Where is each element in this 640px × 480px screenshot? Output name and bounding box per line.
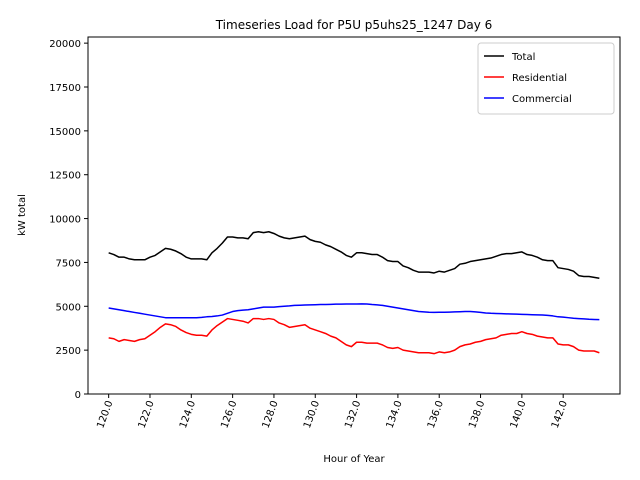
x-tick-label: 134.0 [385, 399, 405, 430]
chart-title: Timeseries Load for P5U p5uhs25_1247 Day… [215, 18, 493, 32]
y-tick-label: 12500 [49, 171, 81, 182]
y-tick-label: 5000 [56, 302, 81, 313]
series-line-total [108, 230, 600, 279]
y-tick-label: 15000 [49, 127, 81, 138]
legend-items: Total Residential Commercial [484, 52, 572, 105]
legend-label-total: Total [511, 52, 535, 63]
x-tick-label: 120.0 [95, 399, 115, 430]
x-tick-label: 136.0 [426, 399, 446, 430]
y-tick-label: 2500 [56, 346, 81, 357]
series-line-commercial [108, 303, 600, 321]
x-tick-label: 124.0 [178, 399, 198, 430]
x-tick-label: 138.0 [467, 399, 487, 430]
legend-box [477, 42, 615, 115]
legend-label-commercial: Commercial [512, 94, 572, 105]
y-tick-label: 7500 [56, 258, 81, 269]
x-tick-label: 122.0 [137, 399, 157, 430]
x-tick-label: 140.0 [509, 399, 529, 430]
x-axis-label: Hour of Year [323, 454, 385, 465]
x-tick-label: 132.0 [343, 399, 363, 430]
y-axis-label: kW total [17, 194, 28, 236]
y-tick-label: 17500 [49, 83, 81, 94]
y-tick-label: 10000 [49, 215, 81, 226]
x-tick-label: 128.0 [261, 399, 281, 430]
plot-frame [87, 36, 621, 395]
series-lines [108, 230, 600, 355]
legend: Total Residential Commercial [477, 42, 615, 115]
legend-label-residential: Residential [512, 73, 567, 84]
x-tick-label: 142.0 [550, 399, 570, 430]
y-tick-label: 0 [75, 390, 81, 401]
x-tick-label: 130.0 [302, 399, 322, 430]
y-tick-label: 20000 [49, 39, 81, 50]
series-line-residential [108, 317, 600, 355]
x-tick-label: 126.0 [219, 399, 239, 430]
